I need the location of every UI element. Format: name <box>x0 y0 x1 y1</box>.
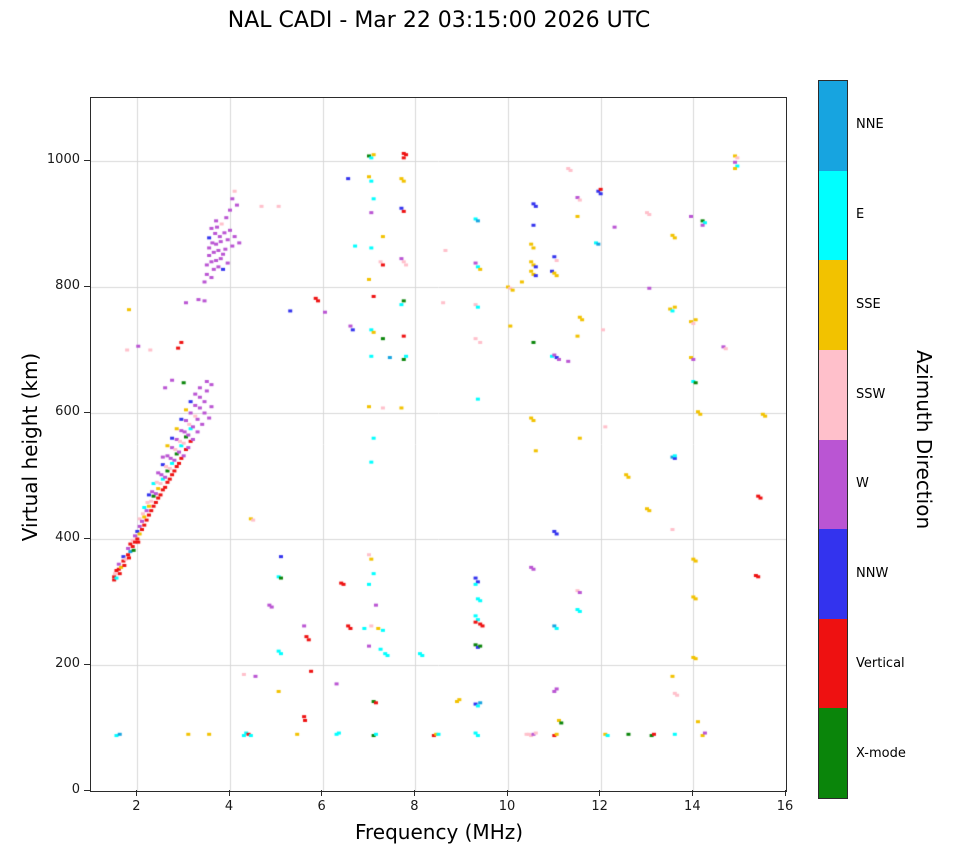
y-tick-label: 200 <box>55 656 80 671</box>
y-tick-mark <box>84 411 90 413</box>
y-tick-label: 1000 <box>46 152 80 167</box>
colorbar-category-label: SSW <box>856 386 886 402</box>
x-tick-mark <box>599 790 601 796</box>
x-tick-mark <box>691 790 693 796</box>
x-tick-mark <box>506 790 508 796</box>
y-tick-mark <box>84 537 90 539</box>
colorbar-category-label: NNW <box>856 566 889 582</box>
x-tick-label: 6 <box>317 799 326 814</box>
colorbar-segment-w <box>819 439 847 530</box>
scatter-canvas <box>91 98 786 791</box>
colorbar-segment-nne <box>819 81 847 171</box>
colorbar-category-label: E <box>856 206 865 222</box>
y-tick-mark <box>84 159 90 161</box>
colorbar-category-label: NNE <box>856 116 884 132</box>
y-tick-mark <box>84 285 90 287</box>
plot-area <box>90 97 787 792</box>
x-axis-label: Frequency (MHz) <box>354 820 524 844</box>
colorbar-segment-ssw <box>819 349 847 440</box>
y-tick-mark <box>84 789 90 791</box>
x-tick-label: 8 <box>410 799 419 814</box>
colorbar <box>818 80 848 799</box>
x-tick-label: 4 <box>224 799 234 814</box>
x-tick-label: 16 <box>776 799 794 814</box>
colorbar-category-label: Vertical <box>856 656 905 672</box>
colorbar-category-label: SSE <box>856 296 881 312</box>
x-tick-label: 2 <box>132 799 141 814</box>
x-tick-mark <box>413 790 415 796</box>
y-tick-label: 600 <box>55 404 80 419</box>
x-tick-label: 12 <box>591 799 608 814</box>
colorbar-axis-label: Azimuth Direction <box>912 349 936 530</box>
x-tick-mark <box>321 790 323 796</box>
y-tick-label: 400 <box>55 530 80 545</box>
x-tick-mark <box>784 790 786 796</box>
colorbar-segment-nnw <box>819 529 847 619</box>
colorbar-segment-x-mode <box>819 708 847 798</box>
x-tick-label: 10 <box>498 799 516 814</box>
y-tick-label: 800 <box>55 278 80 293</box>
y-tick-mark <box>84 663 90 665</box>
colorbar-category-label: W <box>856 476 869 492</box>
y-tick-label: 0 <box>71 782 80 797</box>
y-axis-label: Virtual height (km) <box>18 352 42 542</box>
x-tick-mark <box>228 790 230 796</box>
colorbar-segment-vertical <box>819 618 847 709</box>
colorbar-segment-e <box>819 170 847 261</box>
colorbar-category-label: X-mode <box>856 746 906 762</box>
chart-title: NAL CADI - Mar 22 03:15:00 2026 UTC <box>227 8 651 33</box>
x-tick-mark <box>135 790 137 796</box>
colorbar-segment-sse <box>819 260 847 350</box>
x-tick-label: 14 <box>684 799 701 814</box>
